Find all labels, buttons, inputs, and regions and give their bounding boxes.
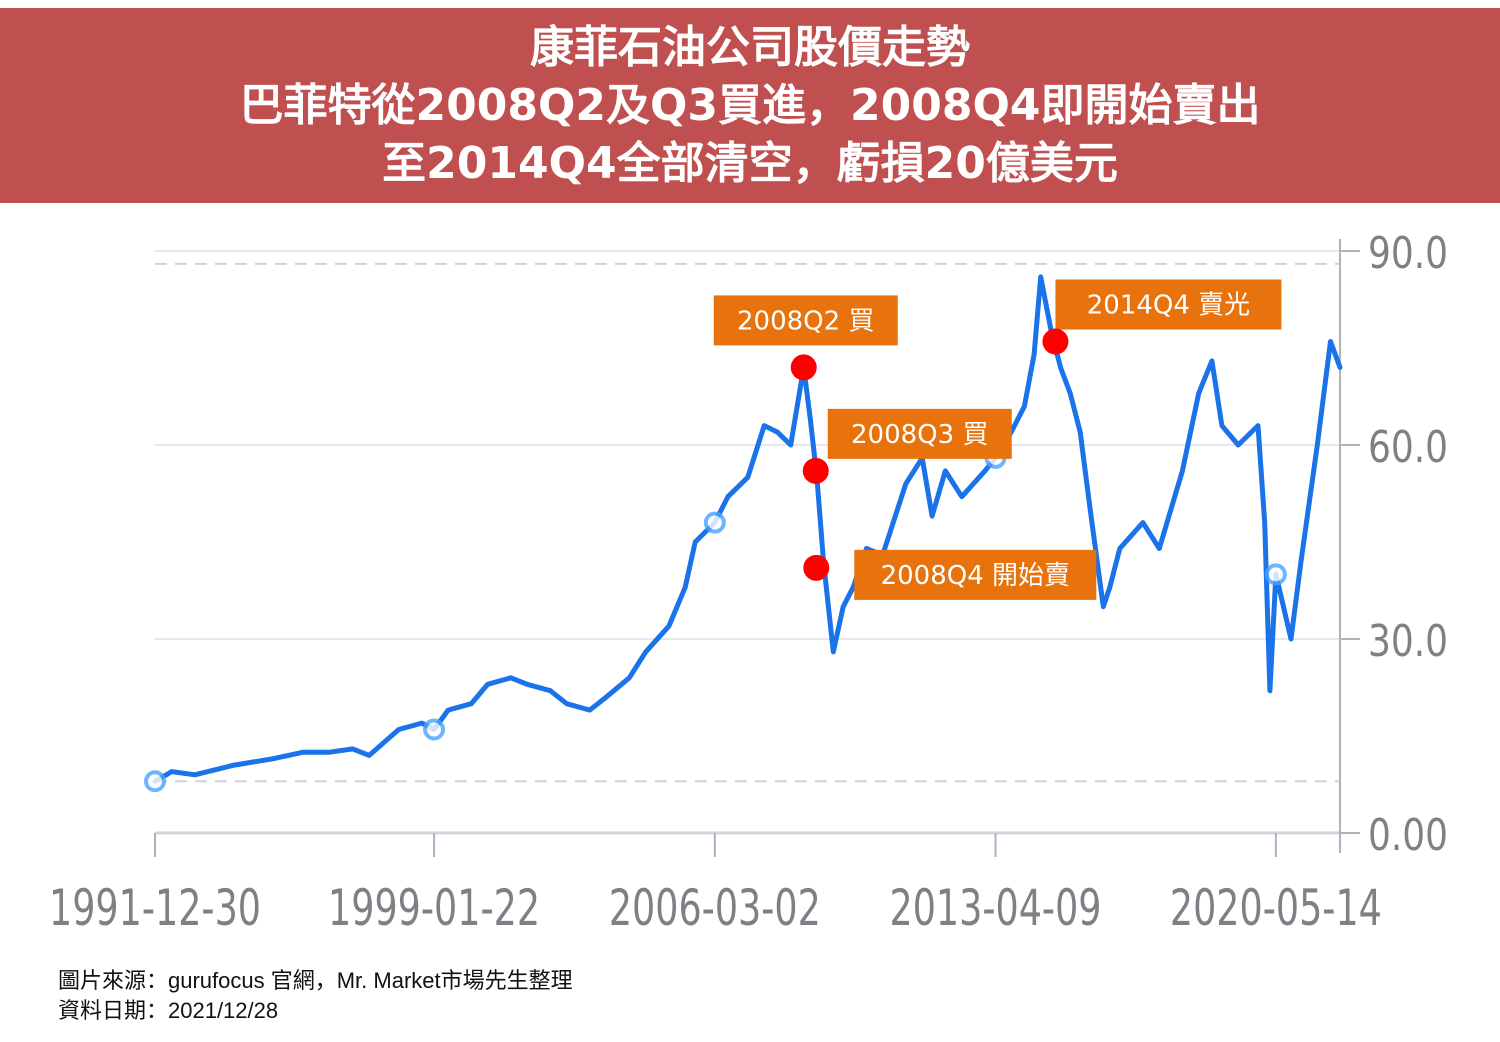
annotation-dot xyxy=(803,554,830,581)
x-tick-label: 1999-01-22 xyxy=(328,879,540,937)
annotation-dot xyxy=(802,457,829,484)
title-band: 康菲石油公司股價走勢 巴菲特從2008Q2及Q3買進，2008Q4即開始賣出 至… xyxy=(0,8,1500,203)
annotation-layer: 2008Q2 買 2008Q3 買 2008Q4 開始賣 2014Q4 賣光 xyxy=(713,279,1282,600)
tick-date-marker xyxy=(1264,563,1287,586)
series-layer xyxy=(144,274,1343,793)
annotation-label: 2008Q3 買 xyxy=(851,420,988,450)
x-tick-label: 2020-05-14 xyxy=(1170,879,1382,937)
footer-source: 圖片來源：gurufocus 官網，Mr. Market市場先生整理 xyxy=(58,968,573,993)
footer: 圖片來源：gurufocus 官網，Mr. Market市場先生整理 資料日期：… xyxy=(58,966,573,1026)
title-line-3: 至2014Q4全部清空，虧損20億美元 xyxy=(382,137,1118,189)
grid-layer xyxy=(155,250,1340,835)
price-line xyxy=(152,274,1343,784)
y-tick-label: 0.00 xyxy=(1368,810,1448,861)
x-tick-label: 1991-12-30 xyxy=(49,879,261,937)
annotation-box xyxy=(854,549,1097,600)
title-line-1: 康菲石油公司股價走勢 xyxy=(530,21,970,73)
y-tick-label: 60.0 xyxy=(1368,422,1448,473)
tick-date-marker xyxy=(703,511,726,534)
stock-price-chart: 0.00 30.0 60.0 90.0 1991-12-30 1999-01-22 2006… xyxy=(49,228,1448,937)
title-line-2: 巴菲特從2008Q2及Q3買進，2008Q4即開始賣出 xyxy=(239,79,1261,131)
tick-date-marker xyxy=(144,770,166,793)
annotation-box xyxy=(713,295,898,346)
annotation-label: 2008Q4 開始賣 xyxy=(881,561,1070,591)
y-tick-label: 30.0 xyxy=(1368,616,1448,667)
annotation-label: 2008Q2 買 xyxy=(737,306,874,336)
annotation-box xyxy=(1055,279,1282,330)
annotation-dot xyxy=(1042,328,1069,355)
footer-date: 資料日期：2021/12/28 xyxy=(58,998,279,1023)
annotation-box xyxy=(827,408,1012,459)
tick-date-marker xyxy=(423,718,446,741)
axis-layer: 0.00 30.0 60.0 90.0 1991-12-30 1999-01-22 2006… xyxy=(49,228,1448,937)
annotation-dot xyxy=(790,354,817,381)
annotation-label: 2014Q4 賣光 xyxy=(1087,291,1250,321)
y-tick-label: 90.0 xyxy=(1368,228,1448,279)
x-tick-label: 2013-04-09 xyxy=(890,879,1102,937)
x-tick-label: 2006-03-02 xyxy=(609,879,821,937)
